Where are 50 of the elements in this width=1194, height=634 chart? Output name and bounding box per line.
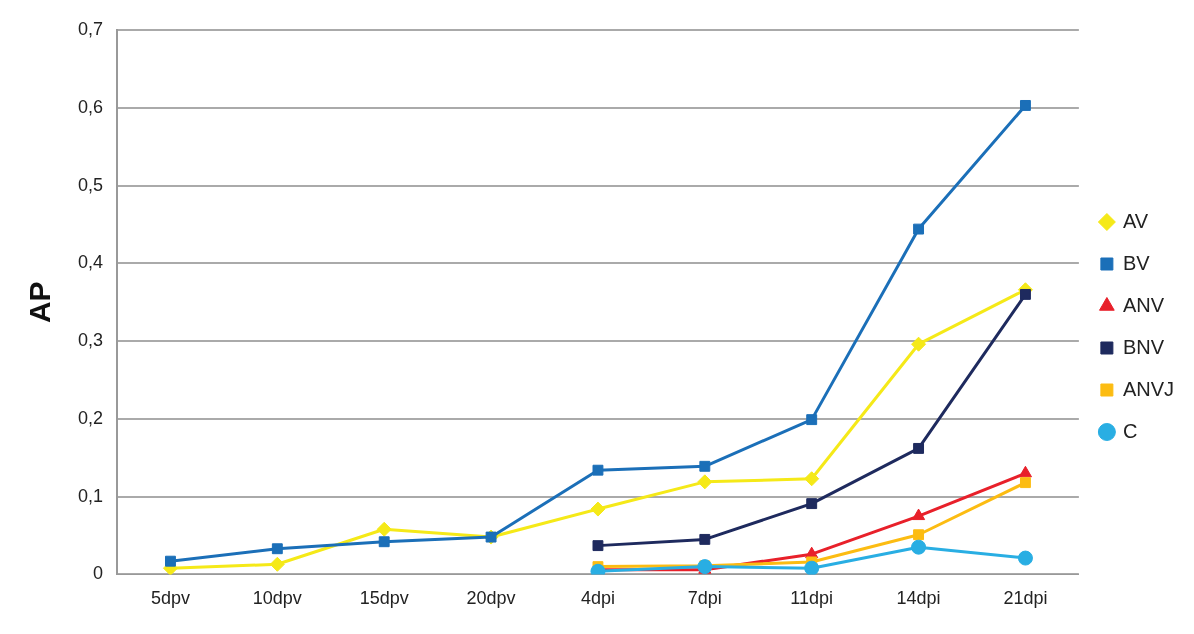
y-tick-label: 0,5 (77, 174, 104, 195)
point (699, 533, 711, 545)
x-tick-label: 5dpv (150, 588, 190, 609)
point (913, 223, 925, 235)
point (590, 501, 606, 517)
point (378, 536, 390, 548)
y-tick-label: 0,4 (77, 252, 104, 273)
point (806, 414, 818, 426)
y-tick-label: 0,6 (77, 96, 104, 117)
point (699, 460, 711, 472)
y-tick-label: 0 (93, 563, 104, 584)
y-tick-label: 0,3 (77, 330, 104, 351)
point (1019, 99, 1031, 111)
legend-label: AV (1122, 209, 1149, 232)
point (913, 442, 925, 454)
y-tick-label: 0,2 (77, 407, 104, 428)
x-tick-label: 20dpv (466, 588, 516, 609)
point (269, 556, 285, 572)
legend-label: ANVJ (1122, 377, 1174, 400)
point (592, 464, 604, 476)
point (592, 540, 604, 552)
point (1018, 465, 1032, 478)
legend-label: BV (1122, 251, 1151, 274)
x-tick-label: 4dpi (580, 588, 615, 609)
x-tick-label: 11dpi (790, 588, 834, 609)
point (806, 498, 818, 510)
x-tick-label: 10dpv (252, 588, 302, 609)
legend-label: C (1122, 419, 1138, 442)
point (911, 539, 927, 555)
x-tick-label: 15dpv (359, 588, 409, 609)
y-tick-label: 0,7 (77, 18, 104, 39)
point (1017, 550, 1033, 566)
point (804, 560, 820, 575)
legend-label: ANV (1122, 293, 1165, 316)
point (165, 555, 176, 567)
point (911, 336, 927, 352)
x-tick-label: 7dpi (687, 588, 722, 609)
point (913, 529, 925, 541)
point (271, 543, 283, 555)
point (1019, 288, 1031, 300)
x-tick-label: 14dpi (896, 588, 941, 609)
point (697, 474, 713, 490)
point (1019, 477, 1031, 489)
y-axis-title: AP (23, 281, 57, 324)
point (804, 471, 820, 487)
y-tick-label: 0,1 (77, 485, 104, 506)
x-tick-label: 21dpi (1003, 588, 1048, 609)
point (376, 521, 392, 537)
legend-label: BNV (1122, 335, 1165, 358)
point (912, 508, 926, 521)
